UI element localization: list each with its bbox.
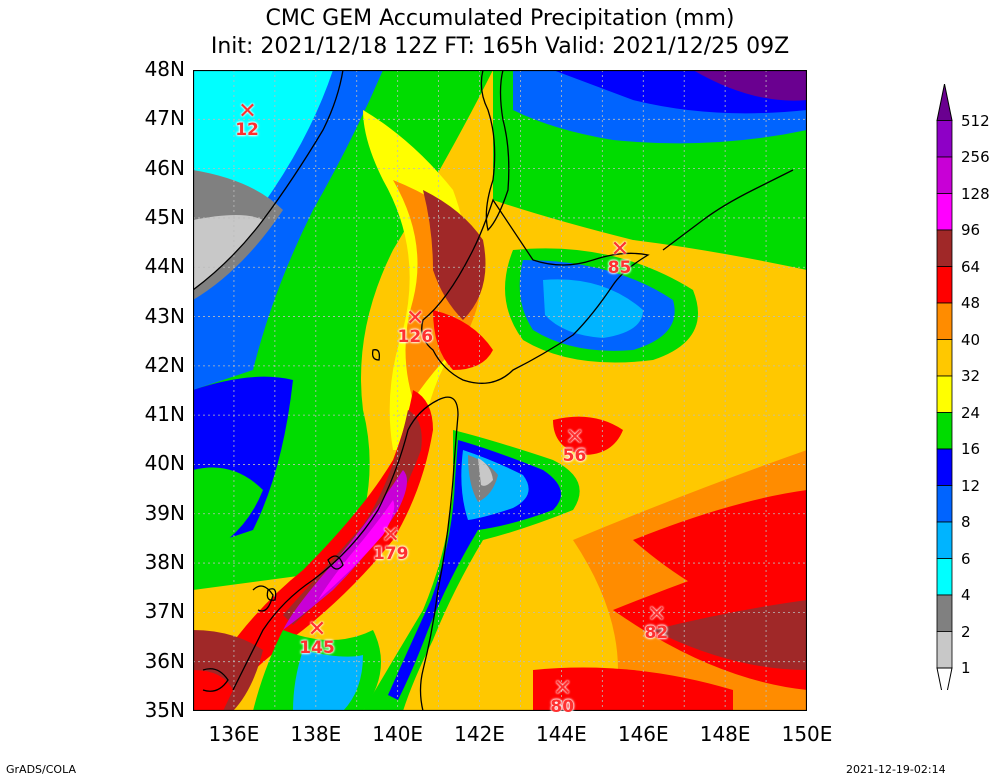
colorbar-segment	[936, 375, 953, 413]
lat-tick-label: 35N	[144, 698, 185, 722]
max-marker-value: 85	[607, 258, 632, 279]
colorbar-label: 6	[961, 549, 971, 568]
lat-tick-label: 40N	[144, 451, 185, 476]
lon-tick-label: 138E	[290, 722, 342, 746]
lon-tick-label: 140E	[372, 722, 424, 746]
colorbar-segment	[936, 594, 953, 632]
colorbar-segment	[936, 631, 953, 669]
colorbar-label: 4	[961, 586, 971, 604]
lat-tick-label: 42N	[144, 352, 185, 377]
colorbar-segment	[936, 558, 953, 596]
lat-tick-label: 39N	[144, 500, 185, 525]
colorbar-label: 8	[961, 513, 971, 531]
max-marker-value: 82	[644, 623, 669, 644]
lat-tick-label: 45N	[144, 204, 185, 229]
max-marker-x: ✕	[406, 306, 425, 332]
colorbar-segment	[936, 156, 953, 194]
colorbar-label: 1	[961, 659, 971, 677]
colorbar-segment	[936, 339, 953, 377]
max-marker-value: 145	[299, 638, 335, 659]
colorbar-label: 128	[961, 184, 990, 203]
colorbar-segment	[936, 120, 953, 158]
max-marker-x: ✕	[381, 523, 400, 549]
colorbar-bottom-arrow	[936, 667, 953, 690]
colorbar-label: 512	[961, 111, 990, 130]
colorbar-label: 2	[961, 622, 971, 641]
max-marker-value: 179	[372, 544, 409, 565]
colorbar-segment	[936, 229, 953, 267]
map-subtitle: Init: 2021/12/18 12Z FT: 165h Valid: 202…	[210, 34, 790, 59]
colorbar-segment	[936, 485, 953, 523]
colorbar-label: 64	[961, 257, 981, 276]
lon-tick-label: 144E	[535, 722, 587, 746]
colorbar-label: 32	[961, 367, 981, 385]
precipitation-colorbar	[936, 84, 953, 690]
lon-tick-label: 136E	[208, 722, 260, 746]
map-canvas	[193, 70, 807, 711]
max-marker-value: 12	[235, 120, 259, 141]
lat-tick-label: 48N	[144, 57, 185, 81]
lat-tick-label: 47N	[144, 106, 185, 131]
colorbar-top-arrow	[936, 84, 953, 121]
lon-tick-label: 146E	[617, 722, 669, 746]
colorbar-label: 48	[961, 294, 981, 312]
lat-tick-label: 37N	[144, 599, 185, 624]
max-marker-value: 126	[397, 327, 434, 348]
colorbar-label: 24	[961, 403, 981, 422]
colorbar-segment	[936, 302, 953, 340]
lat-tick-label: 44N	[144, 254, 185, 279]
footer-credit: GrADS/COLA	[6, 763, 76, 776]
lat-tick-label: 43N	[144, 303, 185, 328]
lon-tick-label: 148E	[699, 722, 751, 746]
colorbar-label: 256	[961, 148, 990, 166]
colorbar-label: 40	[961, 330, 981, 349]
max-marker-x: ✕	[647, 602, 666, 628]
colorbar-segment	[936, 412, 953, 450]
map-title: CMC GEM Accumulated Precipitation (mm)	[265, 6, 735, 31]
colorbar-segment	[936, 448, 953, 486]
lat-tick-label: 41N	[144, 402, 185, 427]
footer-timestamp: 2021-12-19-02:14	[846, 763, 946, 776]
lat-tick-label: 36N	[144, 648, 185, 673]
colorbar-segment	[936, 521, 953, 559]
max-marker-value: 56	[562, 445, 587, 466]
colorbar-segment	[936, 193, 953, 231]
max-marker-x: ✕	[610, 237, 630, 263]
precipitation-map	[193, 70, 807, 711]
lat-tick-label: 46N	[144, 155, 185, 180]
colorbar-label: 12	[961, 476, 981, 495]
max-marker-x: ✕	[565, 424, 585, 450]
max-marker-x: ✕	[238, 99, 257, 125]
lat-tick-label: 38N	[144, 550, 185, 575]
max-marker-value: 80	[550, 697, 575, 718]
max-marker-x: ✕	[553, 676, 572, 702]
colorbar-label: 16	[961, 440, 981, 458]
colorbar-segment	[936, 266, 953, 304]
lon-tick-label: 150E	[781, 722, 833, 746]
colorbar-label: 96	[961, 221, 981, 239]
lon-tick-label: 142E	[454, 722, 505, 746]
max-marker-x: ✕	[307, 617, 327, 643]
